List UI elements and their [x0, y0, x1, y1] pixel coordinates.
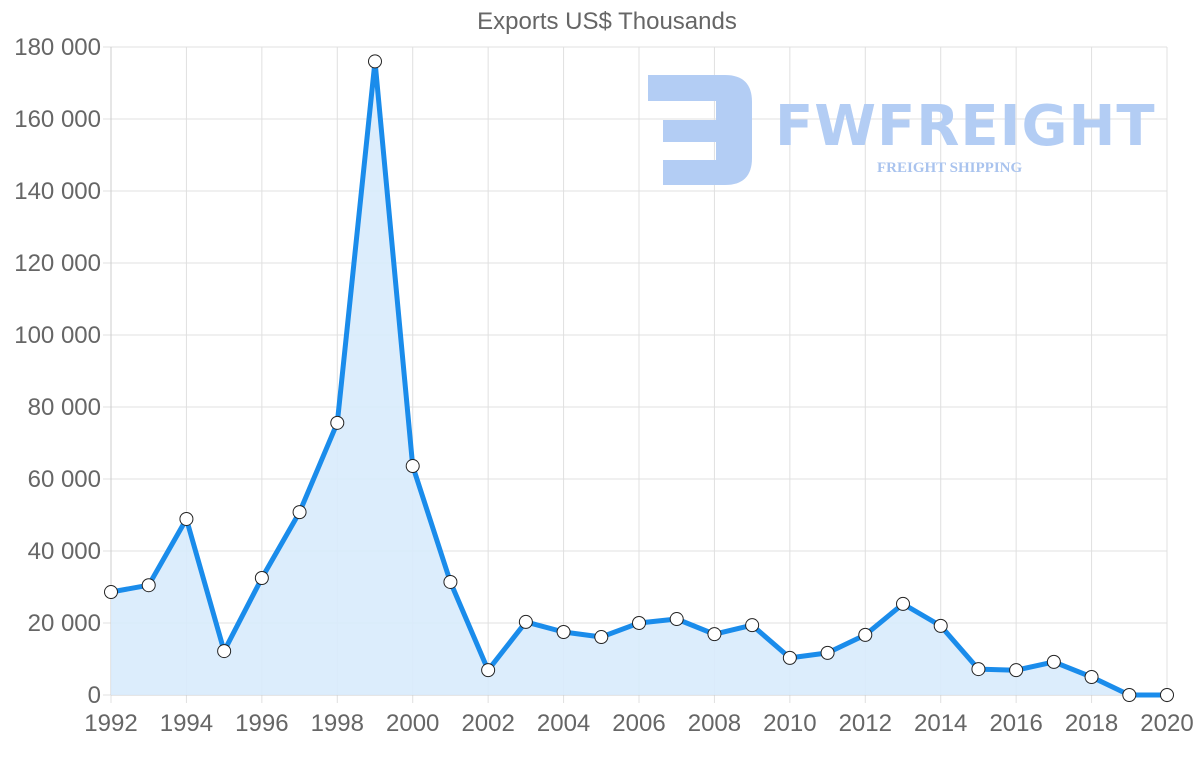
data-point-marker[interactable]: [1046, 654, 1061, 669]
x-tick-label: 2002: [461, 710, 514, 737]
x-tick-label: 2020: [1140, 710, 1193, 737]
y-tick-label: 120 000: [14, 250, 101, 277]
x-tick-label: 2008: [688, 710, 741, 737]
data-point-marker[interactable]: [292, 505, 307, 520]
x-tick-label: 1992: [84, 710, 137, 737]
y-tick-label: 100 000: [14, 322, 101, 349]
data-point-marker[interactable]: [443, 574, 458, 589]
data-point-marker[interactable]: [933, 618, 948, 633]
data-point-marker[interactable]: [669, 612, 684, 627]
x-tick-label: 2010: [763, 710, 816, 737]
watermark-logo-icon: [648, 75, 752, 185]
data-point-marker[interactable]: [1160, 688, 1174, 702]
y-tick-label: 180 000: [14, 34, 101, 61]
y-tick-label: 60 000: [28, 466, 101, 493]
data-point-marker[interactable]: [632, 616, 646, 630]
data-point-marker[interactable]: [217, 644, 232, 659]
data-point-marker[interactable]: [782, 650, 797, 665]
y-tick-label: 80 000: [28, 394, 101, 421]
y-tick-label: 40 000: [28, 538, 101, 565]
data-point-marker[interactable]: [858, 627, 873, 642]
y-tick-label: 0: [88, 682, 101, 709]
data-point-marker[interactable]: [1009, 663, 1024, 678]
data-point-marker[interactable]: [896, 596, 910, 611]
x-tick-label: 2016: [989, 710, 1042, 737]
data-point-marker[interactable]: [707, 627, 722, 642]
data-point-marker[interactable]: [104, 585, 118, 600]
data-point-marker[interactable]: [254, 571, 269, 585]
y-tick-label: 160 000: [14, 106, 101, 133]
data-point-marker[interactable]: [820, 645, 835, 660]
data-point-marker[interactable]: [368, 54, 382, 69]
watermark-tagline: FREIGHT SHIPPING: [877, 160, 1023, 176]
x-tick-label: 1996: [235, 710, 288, 737]
x-tick-label: 2012: [839, 710, 892, 737]
chart-title: Exports US$ Thousands: [477, 8, 737, 35]
x-tick-label: 2000: [386, 710, 439, 737]
y-tick-label: 20 000: [28, 610, 101, 637]
data-point-marker[interactable]: [1122, 688, 1137, 702]
x-tick-label: 2014: [914, 710, 967, 737]
data-point-marker[interactable]: [405, 459, 420, 474]
y-tick-label: 140 000: [14, 178, 101, 205]
data-point-marker[interactable]: [594, 630, 609, 645]
data-point-marker[interactable]: [330, 415, 345, 430]
data-point-marker[interactable]: [141, 578, 156, 593]
x-tick-label: 2006: [612, 710, 665, 737]
watermark-name: FWFREIGHT: [775, 94, 1156, 159]
watermark: FWFREIGHT FREIGHT SHIPPING: [645, 72, 1155, 192]
area-fill: [111, 61, 1167, 695]
data-point-marker[interactable]: [971, 662, 986, 677]
x-axis-labels: 1992 1994 1996 1998 2000 2002 2004 2006 2008 2010…: [84, 710, 1193, 737]
data-markers: [104, 54, 1174, 702]
x-tick-label: 2018: [1065, 710, 1118, 737]
x-tick-label: 1994: [160, 710, 213, 737]
x-tick-label: 1998: [311, 710, 364, 737]
data-point-marker[interactable]: [1084, 670, 1099, 684]
y-axis-labels: 0 20 000 40 000 60 000 80 000 100 000 120 000 1…: [14, 34, 101, 709]
data-point-marker[interactable]: [179, 511, 194, 526]
data-point-marker[interactable]: [518, 614, 533, 629]
x-tick-label: 2004: [537, 710, 590, 737]
data-point-marker[interactable]: [556, 625, 571, 639]
data-point-marker[interactable]: [745, 618, 760, 633]
data-point-marker[interactable]: [481, 663, 496, 678]
